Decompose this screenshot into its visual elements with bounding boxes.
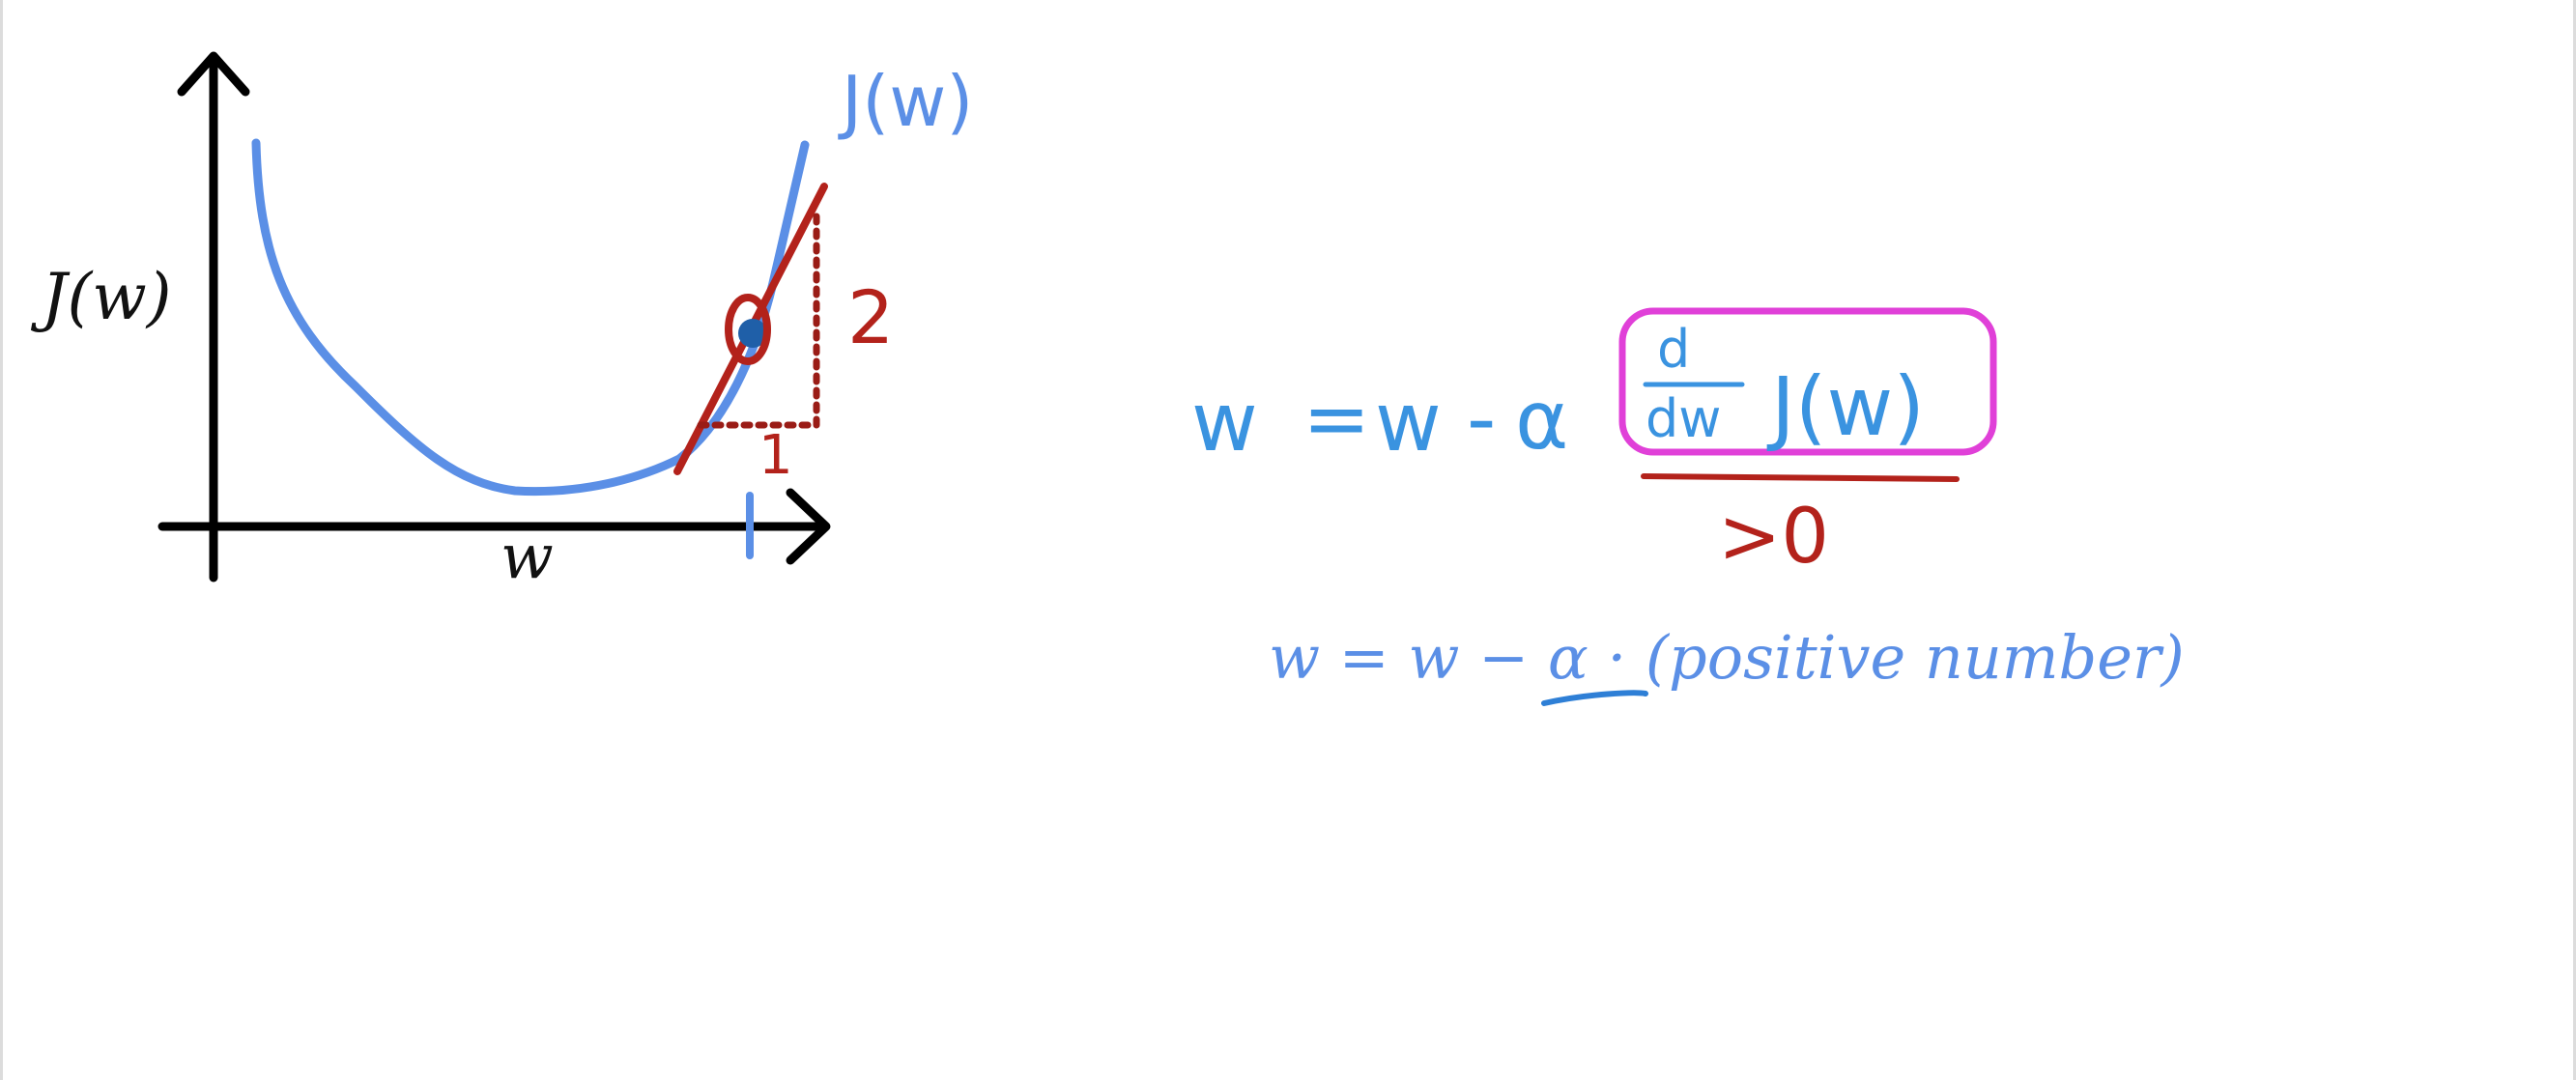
run-label: 1	[758, 424, 793, 487]
point-highlight-circle	[725, 294, 771, 365]
whiteboard: J(w) w J(w) 2 1 w = w - α d dw	[30, 51, 2185, 706]
derivative-underline	[1641, 473, 1960, 482]
cost-curve	[251, 138, 810, 497]
rise-label: 2	[847, 274, 894, 360]
alpha-symbol: α	[1515, 373, 1568, 468]
alpha-underline	[1541, 690, 1648, 706]
curve-label: J(w)	[838, 61, 973, 142]
y-axis-arrowhead	[177, 51, 250, 97]
update-w-term: w	[1375, 375, 1442, 469]
current-point	[738, 319, 767, 348]
axes	[157, 51, 831, 583]
derivative-highlight-box	[1618, 307, 1997, 456]
update-equals: =	[1302, 371, 1370, 466]
derivative-sign-annotation: >0	[1718, 494, 1829, 581]
update-minus: -	[1467, 371, 1496, 466]
x-axis-label: w	[501, 522, 554, 593]
update-lhs: w	[1191, 375, 1258, 469]
x-axis-arrowhead	[786, 488, 831, 565]
derivative-function: J(w)	[1766, 359, 1925, 454]
derivative-numerator: d	[1657, 319, 1690, 380]
simplified-rule: w = w − α · (positive number)	[1269, 622, 2185, 693]
y-axis-label: J(w)	[30, 260, 171, 334]
derivative-denominator: dw	[1646, 388, 1721, 449]
update-rule: w = w - α d dw J(w) >0	[1191, 307, 1997, 581]
slope-triangle	[697, 207, 820, 429]
